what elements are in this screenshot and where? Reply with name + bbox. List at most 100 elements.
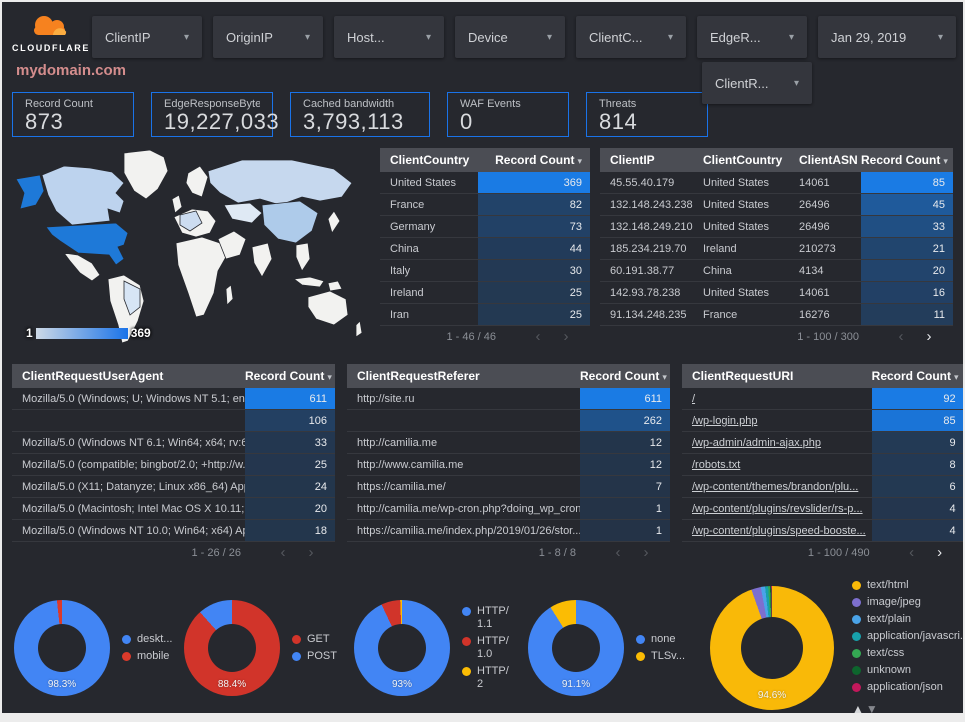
date-range-picker[interactable]: Jan 29, 2019 ▾: [818, 16, 956, 58]
filter-chip-device[interactable]: Device ▾: [455, 16, 565, 58]
chevron-right-icon[interactable]: ›: [926, 328, 932, 345]
map-se-asia: [295, 242, 311, 272]
legend-scroll-down-icon[interactable]: ▼: [865, 702, 880, 713]
legend-label: HTTP/1.1: [477, 604, 509, 630]
legend-item: image/jpeg: [852, 596, 963, 609]
chevron-right-icon[interactable]: ›: [937, 544, 943, 561]
chevron-right-icon[interactable]: ›: [308, 544, 314, 561]
map-france-germany: [179, 210, 203, 232]
table-row: Mozilla/5.0 (Windows NT 10.0; Win64; x64…: [12, 520, 335, 542]
cell-clientrequesturi: /robots.txt: [692, 454, 872, 475]
column-header-clientcountry[interactable]: ClientCountry: [703, 153, 783, 167]
donut-chart-http-1-1: 93% HTTP/1.1 HTTP/1.0 HTTP/2: [354, 599, 528, 696]
cell-clientasn: 14061: [799, 176, 830, 189]
cell-clientip: 142.93.78.238: [610, 286, 681, 299]
record-count-cell: 262: [580, 410, 670, 431]
uri-link[interactable]: /: [692, 392, 696, 405]
column-header-clientasn[interactable]: ClientASN: [799, 153, 858, 167]
pagination-bar: 1 - 8 / 8 ‹ ›: [347, 542, 670, 563]
column-header-clientip[interactable]: ClientIP: [610, 153, 655, 167]
legend-color-dot: [462, 666, 471, 676]
filter-chip-edger[interactable]: EdgeR... ▾: [697, 16, 807, 58]
filter-chip-host[interactable]: Host... ▾: [334, 16, 444, 58]
donut-legend-wrap: deskt... mobile: [122, 633, 172, 663]
map-indonesia: [292, 276, 325, 288]
chevron-left-icon[interactable]: ‹: [280, 544, 286, 561]
filter-chip-clientc[interactable]: ClientC... ▾: [576, 16, 686, 58]
cell-clientip: 60.191.38.77: [610, 264, 675, 277]
chevron-left-icon[interactable]: ‹: [909, 544, 915, 561]
cell-clientrequestuseragent: Mozilla/5.0 (Windows; U; Windows NT 5.1;…: [22, 392, 245, 405]
uri-link[interactable]: /wp-content/plugins/revslider/rs-p...: [692, 502, 863, 515]
cell-clientrequesturi: /wp-login.php: [692, 410, 872, 431]
column-header-clientrequesturi[interactable]: ClientRequestURI: [692, 369, 794, 383]
map-canada: [41, 165, 125, 226]
uri-link[interactable]: /wp-content/themes/brandon/plu...: [692, 480, 859, 493]
donut-ring: 93%: [354, 599, 450, 696]
record-count-cell: 85: [871, 410, 963, 431]
column-header-record-count[interactable]: Record Count ▾: [580, 369, 667, 383]
cell-clientasn: 4134: [799, 264, 824, 277]
column-header-record-count[interactable]: Record Count ▾: [861, 153, 948, 167]
legend-color-dot: [852, 632, 861, 641]
legend-scroll-up-icon[interactable]: ▲: [852, 702, 866, 713]
column-header-clientrequestreferer[interactable]: ClientRequestReferer: [357, 369, 480, 383]
pagination-bar: 1 - 100 / 490 ‹ ›: [682, 542, 963, 563]
legend-label: GET: [307, 632, 330, 645]
pagination-bar: 1 - 100 / 300 ‹ ›: [600, 326, 953, 347]
chevron-right-icon[interactable]: ›: [563, 328, 569, 345]
donut-chart-none: 91.1% none TLSv...: [528, 599, 696, 696]
map-australia: [307, 290, 349, 326]
legend-color-dot: [636, 634, 645, 644]
column-header-record-count[interactable]: Record Count ▾: [495, 153, 582, 167]
legend-item: HTTP/2: [462, 665, 512, 691]
legend-item: HTTP/1.0: [462, 635, 512, 661]
sort-desc-icon: ▾: [943, 156, 948, 166]
filter-chip-clientip[interactable]: ClientIP ▾: [92, 16, 202, 58]
cell-clientrequestuseragent: Mozilla/5.0 (Windows NT 6.1; Win64; x64;…: [22, 436, 245, 449]
legend-color-dot: [462, 636, 471, 646]
legend-label: TLSv...: [651, 649, 686, 662]
cell-clientcountry: China: [703, 264, 732, 277]
table-row: Mozilla/5.0 (Windows NT 6.1; Win64; x64;…: [12, 432, 335, 454]
column-header-record-count[interactable]: Record Count ▾: [871, 369, 959, 383]
chevron-left-icon[interactable]: ‹: [898, 328, 904, 345]
map-middle-east: [217, 230, 247, 260]
cell-clientip: 185.234.219.70: [610, 242, 687, 255]
table-row: /wp-admin/admin-ajax.php 9: [682, 432, 963, 454]
cell-clientasn: 210273: [799, 242, 836, 255]
record-count-cell: 611: [245, 388, 335, 409]
uri-link[interactable]: /robots.txt: [692, 458, 741, 471]
column-header-clientcountry[interactable]: ClientCountry: [390, 153, 470, 167]
table-row: http://camilia.me 12: [347, 432, 670, 454]
legend-scroll-arrows: ▲▼: [852, 702, 963, 713]
cell-clientasn: 16276: [799, 308, 830, 321]
legend-item: TLSv...: [636, 650, 685, 663]
chevron-left-icon[interactable]: ‹: [615, 544, 621, 561]
legend-label: unknown: [867, 664, 912, 676]
chevron-right-icon[interactable]: ›: [643, 544, 649, 561]
filter-chip-originip[interactable]: OriginIP ▾: [213, 16, 323, 58]
column-header-clientrequestuseragent[interactable]: ClientRequestUserAgent: [22, 369, 164, 383]
map-scandinavia: [185, 165, 209, 198]
donut-percent-label: 93%: [391, 678, 412, 690]
top-widgets-row: 1 369 ClientCountry Record Count ▾ United S…: [12, 148, 953, 347]
chevron-down-icon: ▾: [667, 31, 673, 43]
chevron-left-icon[interactable]: ‹: [535, 328, 541, 345]
record-count-cell: 18: [245, 520, 335, 541]
legend-label: HTTP/1.0: [477, 634, 509, 660]
uri-link[interactable]: /wp-content/plugins/speed-booste...: [692, 524, 866, 537]
scorecard-record-count: Record Count 873: [12, 92, 134, 137]
column-header-record-count[interactable]: Record Count ▾: [245, 369, 332, 383]
filter-chip-clientrequest[interactable]: ClientR... ▾: [702, 62, 812, 104]
uri-link[interactable]: /wp-login.php: [692, 414, 758, 427]
record-count-cell: 6: [871, 476, 963, 497]
filter-chip-label: EdgeR...: [710, 29, 761, 45]
donut-legend-wrap: none TLSv...: [636, 633, 685, 663]
donut-legend-wrap: HTTP/1.1 HTTP/1.0 HTTP/2: [462, 605, 512, 691]
table-row: Mozilla/5.0 (Macintosh; Intel Mac OS X 1…: [12, 498, 335, 520]
cell-clientrequestuseragent: Mozilla/5.0 (Macintosh; Intel Mac OS X 1…: [22, 502, 245, 515]
scorecard-edgeresponsebytes: EdgeResponseBytes 19,227,033: [151, 92, 279, 137]
uri-link[interactable]: /wp-admin/admin-ajax.php: [692, 436, 822, 449]
